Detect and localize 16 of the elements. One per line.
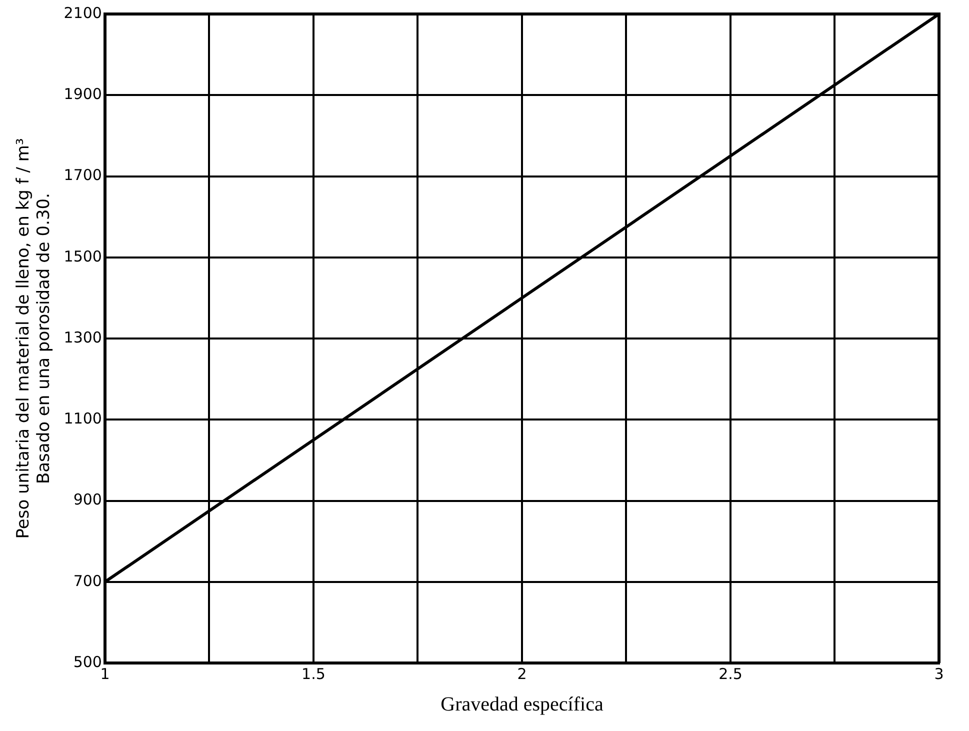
y-tick-label: 2100 (64, 4, 102, 22)
x-tick-label: 3 (934, 664, 944, 683)
y-tick-label: 500 (73, 652, 102, 671)
y-tick-label: 1500 (64, 247, 102, 266)
y-tick-label: 1100 (64, 410, 102, 428)
x-tick-label: 2 (517, 664, 527, 683)
x-tick-label: 2.5 (718, 664, 742, 683)
y-tick-label: 1300 (64, 328, 102, 346)
x-axis-title: Gravedad específica (440, 693, 604, 716)
y-tick-label: 900 (73, 490, 102, 509)
y-tick-label: 1900 (64, 85, 102, 104)
y-axis-title: Peso unitaria del material de lleno, en kg f / m³ Basado en una porosidad de 0.30. (14, 138, 54, 539)
y-tick-label: 1700 (64, 166, 102, 184)
x-tick-label: 1.5 (302, 664, 326, 683)
y-tick-label: 700 (73, 572, 102, 590)
x-tick-label: 1 (100, 664, 110, 683)
